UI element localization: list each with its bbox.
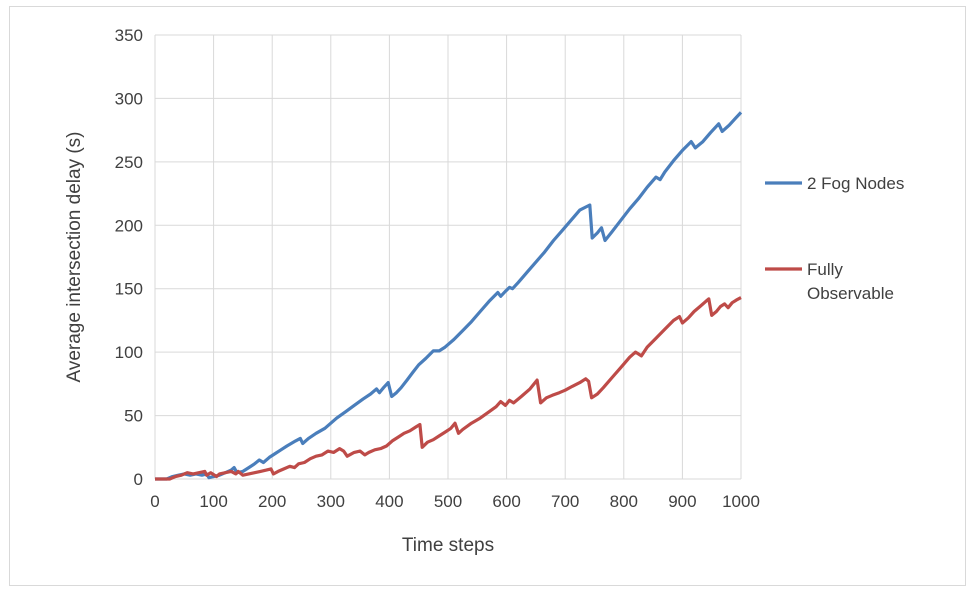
y-axis-title: Average intersection delay (s) — [64, 132, 85, 383]
y-tick-labels: 0 50 100 150 200 250 300 350 — [115, 26, 143, 489]
x-tick-label: 700 — [551, 492, 579, 511]
x-tick-label: 500 — [434, 492, 462, 511]
y-tick-label: 0 — [134, 470, 143, 489]
x-axis-title: Time steps — [402, 535, 494, 556]
x-tick-label: 0 — [150, 492, 159, 511]
y-tick-label: 100 — [115, 343, 143, 362]
x-tick-label: 1000 — [722, 492, 760, 511]
x-tick-label: 100 — [199, 492, 227, 511]
y-tick-label: 300 — [115, 89, 143, 108]
legend-label: Fully Observable — [807, 260, 894, 303]
legend-label: 2 Fog Nodes — [807, 174, 904, 193]
x-tick-label: 300 — [317, 492, 345, 511]
y-tick-label: 350 — [115, 26, 143, 45]
x-tick-labels: 0 100 200 300 400 500 600 700 800 900 1000 — [150, 492, 760, 511]
series-line-2 — [155, 296, 742, 481]
series-layer — [155, 111, 743, 481]
x-tick-label: 800 — [610, 492, 638, 511]
x-tick-label: 900 — [668, 492, 696, 511]
y-tick-label: 50 — [124, 407, 143, 426]
x-tick-label: 400 — [375, 492, 403, 511]
x-tick-label: 200 — [258, 492, 286, 511]
legend: 2 Fog Nodes Fully Observable — [765, 174, 904, 303]
y-tick-label: 200 — [115, 216, 143, 235]
x-tick-label: 600 — [492, 492, 520, 511]
y-tick-label: 250 — [115, 153, 143, 172]
chart-container: 0 100 200 300 400 500 600 700 800 900 1000 0 50 100 1… — [9, 6, 966, 586]
y-tick-label: 150 — [115, 280, 143, 299]
line-chart: 0 100 200 300 400 500 600 700 800 900 1000 0 50 100 1… — [64, 26, 904, 556]
grid — [154, 34, 742, 480]
